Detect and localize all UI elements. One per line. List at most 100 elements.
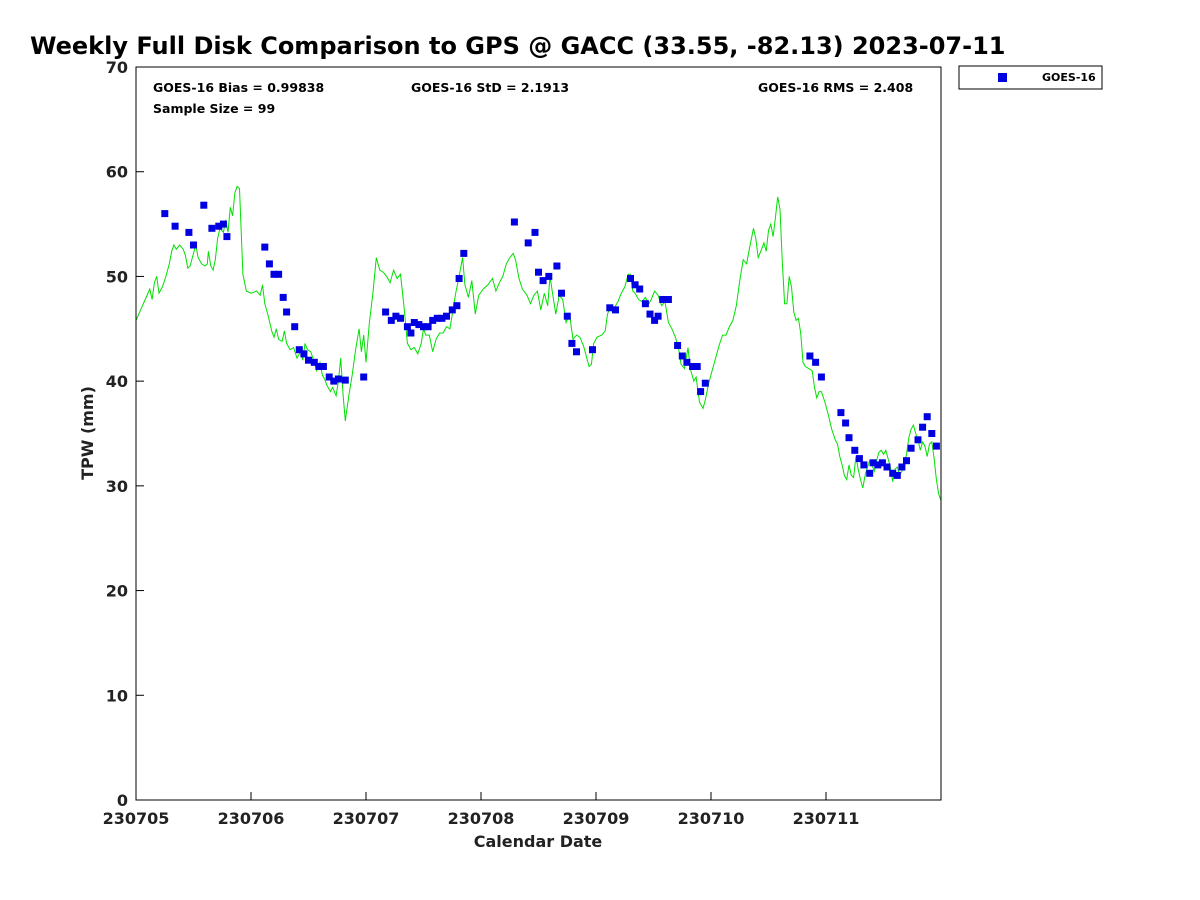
goes-data-point [631, 281, 639, 289]
goes-data-point [651, 316, 659, 324]
goes-data-point [420, 323, 427, 331]
goes-data-point [646, 310, 654, 318]
goes-data-point [190, 241, 197, 249]
goes-data-point [510, 218, 518, 226]
goes-data-point [524, 239, 532, 247]
goes-data-point [659, 296, 667, 303]
goes-data-point [310, 358, 318, 366]
legend-label-goes: GOES-16 [1042, 71, 1096, 84]
goes-data-point [866, 469, 874, 477]
goes-data-point [334, 375, 342, 383]
goes-data-point [397, 314, 404, 322]
goes-data-point [305, 356, 312, 364]
goes-data-point [855, 455, 863, 463]
goes-data-point [928, 430, 936, 437]
goes-data-point [842, 419, 850, 427]
goes-data-point [360, 373, 368, 381]
goes-data-point [812, 358, 820, 366]
stat-sample-size: Sample Size = 99 [153, 101, 275, 116]
goes-data-point [415, 321, 423, 329]
y-axis-label: TPW (mm) [78, 386, 97, 480]
goes-data-point [558, 289, 565, 297]
goes-data-point [407, 329, 415, 337]
goes-data-point [697, 388, 705, 396]
goes-data-point [460, 249, 468, 257]
x-tick-label: 230711 [793, 809, 860, 828]
goes-data-point [291, 323, 299, 331]
goes-data-point [553, 262, 561, 270]
goes-data-point [429, 316, 437, 324]
goes-data-point [300, 350, 308, 358]
goes-data-point [315, 363, 323, 370]
y-tick-label: 0 [117, 791, 128, 810]
goes-data-point [568, 339, 576, 347]
goes-data-point [330, 377, 338, 385]
goes-data-point [627, 275, 634, 282]
goes-data-point [270, 270, 278, 278]
legend: GOES-16 [958, 65, 1103, 90]
goes-data-point [453, 302, 461, 310]
goes-data-point [295, 346, 303, 354]
goes-data-point [817, 373, 825, 381]
goes-data-point [545, 272, 553, 280]
goes-data-point [573, 348, 580, 356]
goes-data-point [433, 314, 441, 322]
goes-data-point [869, 459, 877, 467]
goes-data-point [664, 296, 672, 303]
goes-data-point [589, 346, 596, 354]
goes-data-point [845, 434, 853, 442]
goes-data-point [932, 442, 940, 450]
goes-data-point [654, 312, 662, 320]
goes-data-point [563, 312, 571, 320]
goes-data-point [612, 306, 619, 314]
goes-data-point [161, 210, 169, 218]
axis-ticks: 0 10 20 30 40 50 60 70 230705 230706 230707 230708 2… [103, 58, 860, 828]
goes-data-point [265, 260, 273, 268]
x-tick-label: 230706 [218, 809, 285, 828]
goes-data-point [851, 446, 859, 454]
goes-data-point [539, 277, 547, 285]
goes-data-point [261, 243, 269, 251]
x-tick-label: 230705 [103, 809, 170, 828]
x-tick-label: 230709 [563, 809, 630, 828]
goes-data-point [283, 308, 291, 316]
y-tick-label: 50 [106, 267, 128, 286]
goes-data-point [424, 323, 432, 331]
goes-data-point [914, 436, 922, 444]
y-tick-label: 10 [106, 686, 128, 705]
goes-data-point [438, 314, 446, 322]
goes-data-point [907, 444, 915, 452]
goes-data-point [903, 457, 910, 465]
goes-data-point [455, 275, 463, 282]
goes-data-point [893, 471, 901, 479]
y-tick-label: 20 [106, 582, 128, 601]
chart-title: Weekly Full Disk Comparison to GPS @ GAC… [30, 32, 1006, 60]
goes-data-point [535, 268, 542, 276]
goes-data-point [606, 304, 614, 312]
goes-data-point [883, 463, 891, 471]
y-tick-label: 30 [106, 477, 128, 496]
goes-data-point [641, 300, 649, 308]
goes-marker-layer [161, 201, 940, 479]
y-tick-label: 70 [106, 58, 128, 77]
goes-data-point [219, 220, 227, 228]
stat-std: GOES-16 StD = 2.1913 [411, 80, 569, 95]
x-tick-label: 230707 [333, 809, 400, 828]
goes-data-point [410, 319, 418, 326]
goes-data-point [689, 363, 697, 370]
goes-data-point [443, 312, 450, 320]
goes-data-point [275, 270, 283, 278]
goes-data-point [448, 306, 456, 314]
goes-data-point [919, 423, 927, 431]
goes-data-point [683, 358, 691, 366]
x-axis-label: Calendar Date [474, 832, 603, 851]
stat-bias: GOES-16 Bias = 0.99838 [153, 80, 324, 95]
stat-rms: GOES-16 RMS = 2.408 [758, 80, 913, 95]
goes-data-point [678, 352, 686, 360]
plot-frame [135, 66, 942, 801]
goes-data-point [279, 293, 287, 301]
goes-data-point [200, 201, 208, 209]
goes-data-point [531, 228, 539, 236]
x-tick-label: 230708 [448, 809, 515, 828]
